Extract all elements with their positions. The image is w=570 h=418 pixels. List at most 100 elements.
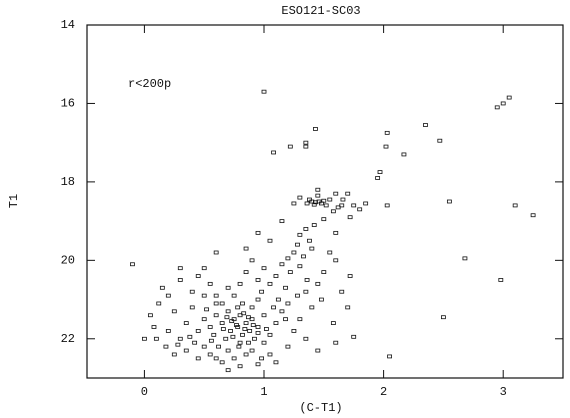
data-point xyxy=(255,325,261,329)
data-point xyxy=(189,305,195,310)
data-point xyxy=(165,329,171,333)
x-tick-label: 3 xyxy=(500,385,507,399)
data-point xyxy=(321,198,327,203)
data-point xyxy=(446,199,452,204)
data-point xyxy=(311,223,317,227)
y-tick-label: 20 xyxy=(61,254,75,268)
data-point xyxy=(297,232,303,237)
data-point xyxy=(255,362,261,367)
data-point xyxy=(506,95,512,100)
data-point xyxy=(255,297,261,302)
data-point xyxy=(291,329,297,333)
data-point xyxy=(351,334,357,339)
data-point xyxy=(219,360,225,365)
data-point xyxy=(309,246,315,251)
data-point xyxy=(231,356,237,361)
data-point xyxy=(339,203,345,208)
y-axis-label: T1 xyxy=(7,194,21,208)
data-point xyxy=(498,278,504,282)
data-point xyxy=(297,317,303,322)
data-point xyxy=(246,315,251,320)
data-point xyxy=(285,344,291,349)
data-point xyxy=(189,289,195,294)
data-point xyxy=(130,262,135,267)
data-point xyxy=(235,305,241,310)
data-point xyxy=(333,258,339,263)
data-point xyxy=(335,205,341,210)
data-point xyxy=(156,301,162,306)
data-point xyxy=(383,144,389,149)
data-point xyxy=(267,332,273,337)
data-point xyxy=(201,293,207,298)
plot-frame xyxy=(86,24,564,379)
data-point xyxy=(201,344,207,349)
data-point xyxy=(236,344,242,349)
data-point xyxy=(261,266,267,271)
data-point xyxy=(243,246,249,251)
data-point xyxy=(261,89,267,94)
data-point xyxy=(462,256,468,261)
data-point xyxy=(500,101,506,106)
data-point xyxy=(177,266,183,271)
data-point xyxy=(195,274,201,278)
data-point xyxy=(309,305,315,310)
data-point xyxy=(357,207,363,212)
data-point xyxy=(175,342,181,347)
data-point xyxy=(333,230,339,235)
data-point xyxy=(441,315,446,320)
data-point xyxy=(297,195,303,200)
data-point xyxy=(273,274,279,278)
data-point xyxy=(237,313,243,318)
data-point xyxy=(313,127,318,131)
data-point xyxy=(307,238,312,243)
data-point xyxy=(330,321,336,325)
data-point xyxy=(151,325,157,329)
data-point xyxy=(201,317,207,322)
data-point xyxy=(323,203,329,208)
data-point xyxy=(315,348,321,353)
data-point xyxy=(159,285,165,290)
x-tick-label: 1 xyxy=(260,385,267,399)
data-point xyxy=(315,193,321,198)
data-point xyxy=(295,293,300,298)
data-point xyxy=(304,278,310,282)
data-point xyxy=(211,332,217,337)
data-point xyxy=(347,215,353,220)
data-point xyxy=(213,356,219,361)
y-tick-label: 14 xyxy=(61,18,75,32)
data-point xyxy=(225,368,231,373)
data-point xyxy=(204,307,209,312)
data-point xyxy=(311,202,317,207)
data-point xyxy=(273,360,279,365)
data-point xyxy=(240,332,245,337)
data-point xyxy=(271,305,276,310)
data-point xyxy=(401,152,407,157)
data-point xyxy=(340,197,346,202)
data-point xyxy=(225,309,231,314)
data-point xyxy=(333,191,339,196)
data-point xyxy=(249,317,255,322)
data-point xyxy=(237,281,243,286)
data-point xyxy=(307,197,312,202)
data-point xyxy=(437,138,443,143)
data-point xyxy=(384,130,390,135)
data-point xyxy=(303,289,309,294)
data-point xyxy=(201,266,207,271)
data-point xyxy=(363,201,369,206)
data-point xyxy=(224,315,230,320)
data-point xyxy=(171,352,177,357)
data-point xyxy=(231,293,237,298)
data-point xyxy=(303,140,309,145)
data-point xyxy=(283,317,288,322)
data-point xyxy=(321,217,327,222)
data-point xyxy=(297,264,303,269)
data-point xyxy=(259,289,265,294)
data-point xyxy=(240,301,245,306)
data-point xyxy=(177,278,183,282)
data-point xyxy=(347,274,353,278)
data-point xyxy=(220,327,226,331)
data-point xyxy=(512,203,518,208)
data-point xyxy=(255,230,261,235)
